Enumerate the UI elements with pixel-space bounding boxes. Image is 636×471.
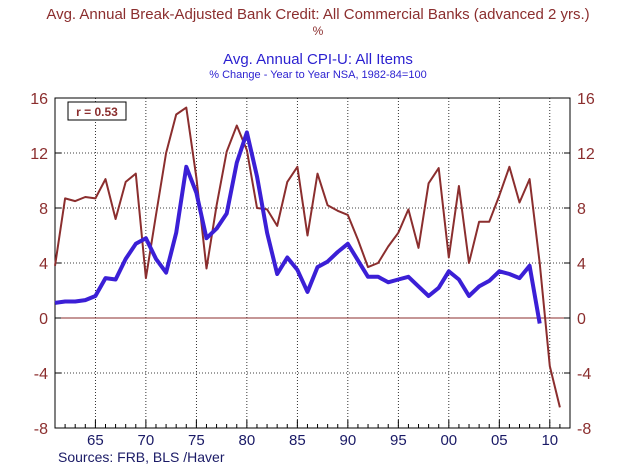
source-note: Sources: FRB, BLS /Haver <box>58 449 225 465</box>
y-tick-label-left: 8 <box>39 201 48 218</box>
y-tick-label-right: -4 <box>577 366 591 383</box>
bank-credit-series-line <box>54 106 561 408</box>
x-tick-label: 75 <box>188 432 205 449</box>
x-tick-label: 85 <box>289 432 306 449</box>
y-tick-label-right: 8 <box>577 201 586 218</box>
chart-title-bank-credit-unit: % <box>313 24 324 38</box>
y-tick-label-right: 12 <box>577 146 595 163</box>
y-tick-label-left: -8 <box>34 421 48 438</box>
chart-title-cpi: Avg. Annual CPI-U: All Items <box>223 51 413 68</box>
x-axis: 65 70 75 80 85 90 95 00 05 10 <box>54 420 571 449</box>
x-tick-label: 70 <box>138 432 155 449</box>
x-tick-label: 80 <box>239 432 256 449</box>
y-tick-label-left: 4 <box>39 256 48 273</box>
y-tick-label-left: 16 <box>30 91 48 108</box>
x-tick-label: 05 <box>491 432 508 449</box>
y-tick-label-right: 16 <box>577 91 595 108</box>
cpi-series-line <box>54 130 542 324</box>
y-tick-label-left: -4 <box>34 366 48 383</box>
x-tick-label: 95 <box>390 432 407 449</box>
gridlines <box>55 98 570 428</box>
y-tick-label-left: 12 <box>30 146 48 163</box>
correlation-box <box>67 101 127 121</box>
y-axis-left: 16 12 8 4 0 -4 -8 <box>30 91 61 438</box>
y-tick-label-right: 4 <box>577 256 586 273</box>
chart-subtitle-cpi: % Change - Year to Year NSA, 1982-84=100 <box>209 69 426 81</box>
chart-title-bank-credit: Avg. Annual Break-Adjusted Bank Credit: … <box>46 6 589 23</box>
x-tick-label: 10 <box>541 432 558 449</box>
y-tick-label-right: 0 <box>577 311 586 328</box>
y-tick-label-left: 0 <box>39 311 48 328</box>
x-tick-label: 65 <box>87 432 104 449</box>
y-axis-right: 16 12 8 4 0 -4 -8 <box>564 91 595 438</box>
x-tick-label: 90 <box>339 432 356 449</box>
y-tick-label-right: -8 <box>577 421 591 438</box>
correlation-annotation: r = 0.53 <box>76 105 118 119</box>
x-tick-label: 00 <box>440 432 457 449</box>
plot-frame <box>54 97 571 429</box>
